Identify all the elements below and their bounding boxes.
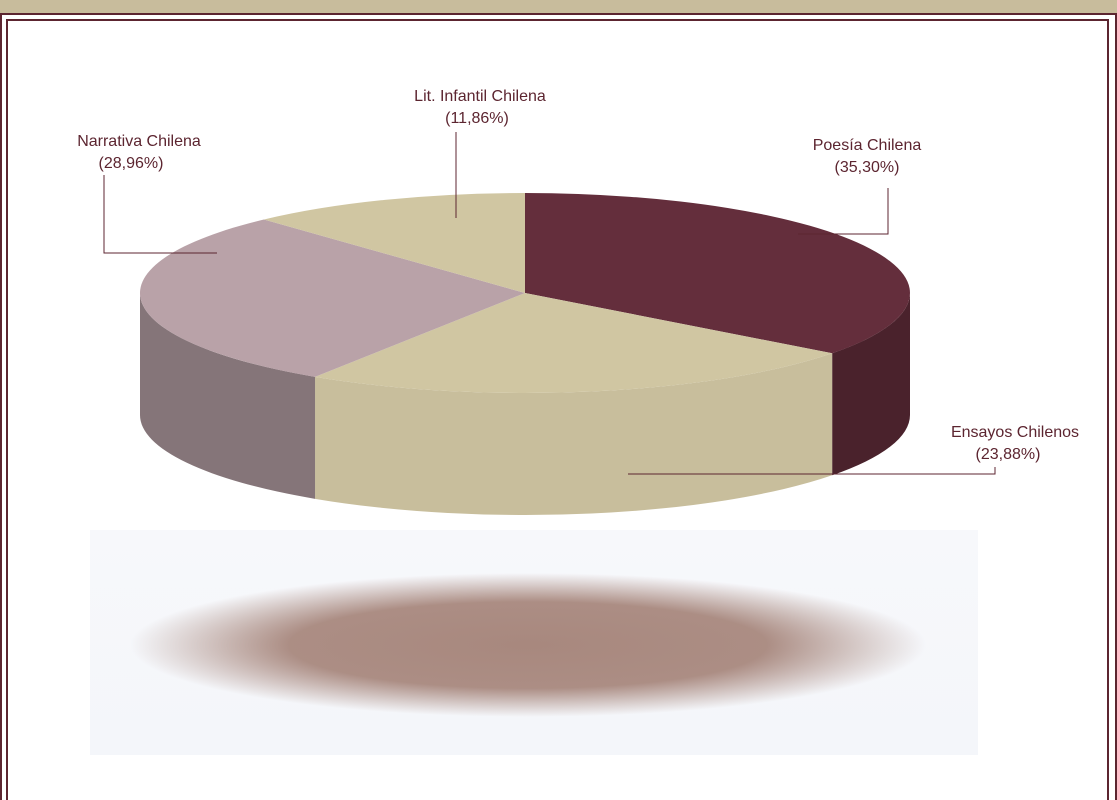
label-infantil-name: Lit. Infantil Chilena	[414, 88, 546, 105]
label-infantil-value: (11,86%)	[445, 110, 509, 127]
pie-slice-0	[525, 193, 911, 354]
pie-side-0	[832, 293, 910, 476]
inner-frame	[6, 19, 1109, 800]
leader-lines	[103, 132, 996, 475]
leader-line-ensayos	[628, 467, 996, 475]
pie-slice-2	[139, 219, 525, 377]
slice-labels: Poesía Chilena (35,30%) Ensayos Chilenos…	[77, 88, 1079, 463]
label-narrativa-name: Narrativa Chilena	[77, 133, 201, 150]
pie-tops	[139, 193, 911, 393]
label-ensayos-name: Ensayos Chilenos	[951, 424, 1079, 441]
leader-line-poesia	[798, 188, 889, 235]
pie-slice-1	[315, 293, 833, 393]
label-ensayos-value: (23,88%)	[976, 446, 1041, 463]
label-poesia-value: (35,30%)	[835, 159, 900, 176]
pie-side-1	[315, 353, 833, 516]
label-poesia-name: Poesía Chilena	[813, 137, 922, 154]
leader-line-narrativa	[103, 175, 217, 254]
pie-shadow	[130, 573, 926, 717]
top-band	[0, 0, 1117, 13]
label-narrativa-value: (28,96%)	[99, 155, 164, 172]
pie-side-2	[140, 293, 316, 499]
pie-slice-3	[263, 193, 525, 293]
outer-frame	[0, 13, 1117, 800]
pie-sides	[140, 293, 910, 516]
